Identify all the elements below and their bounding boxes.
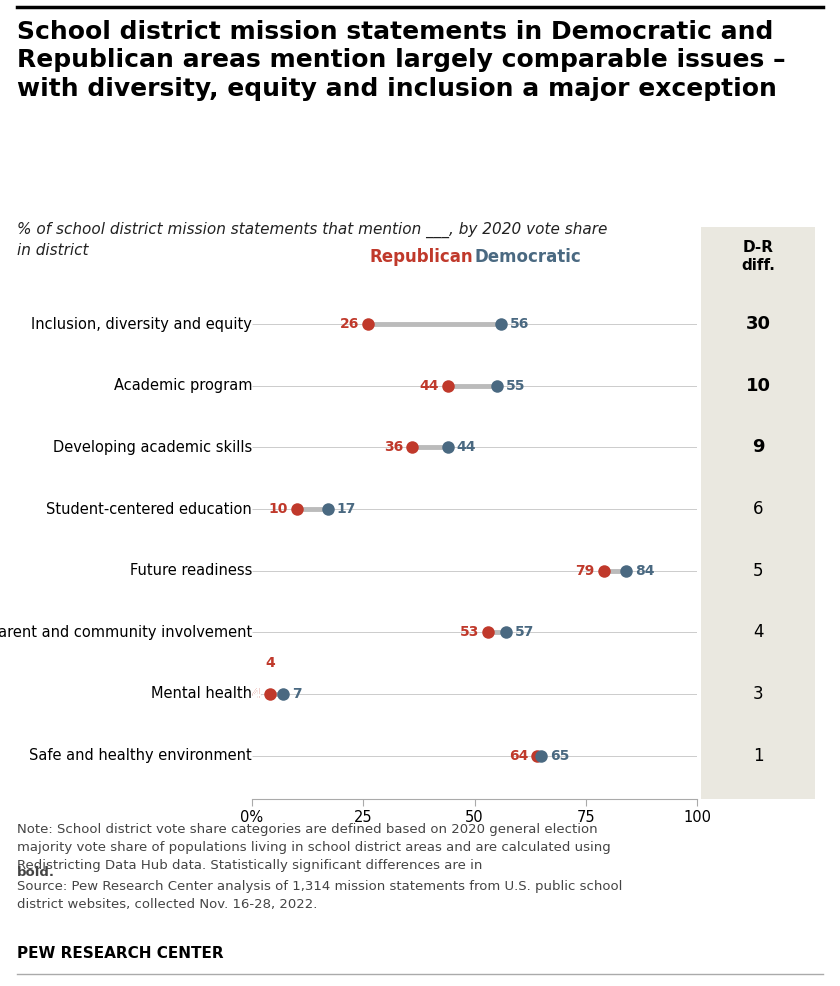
Text: 84: 84 — [635, 564, 654, 578]
Text: Academic program: Academic program — [113, 379, 252, 393]
Text: 4: 4 — [251, 687, 261, 701]
Text: bold.: bold. — [17, 866, 55, 879]
Text: Student-centered education: Student-centered education — [46, 502, 252, 517]
Text: Parent and community involvement: Parent and community involvement — [0, 625, 252, 640]
Text: 26: 26 — [339, 317, 359, 331]
Text: PEW RESEARCH CENTER: PEW RESEARCH CENTER — [17, 947, 223, 961]
Text: 64: 64 — [509, 748, 528, 762]
Text: 5: 5 — [753, 562, 764, 580]
Text: 55: 55 — [506, 379, 525, 392]
Text: Democratic: Democratic — [475, 247, 581, 265]
Text: Republican: Republican — [370, 247, 473, 265]
Text: 3: 3 — [753, 685, 764, 703]
Text: School district mission statements in Democratic and
Republican areas mention la: School district mission statements in De… — [17, 20, 785, 102]
Text: % of school district mission statements that mention ___, by 2020 vote share
in : % of school district mission statements … — [17, 222, 607, 258]
Text: Mental health: Mental health — [151, 686, 252, 701]
Text: 9: 9 — [752, 439, 764, 457]
Text: 4: 4 — [753, 623, 764, 641]
Text: 36: 36 — [384, 441, 403, 455]
Text: Safe and healthy environment: Safe and healthy environment — [29, 748, 252, 763]
Text: 10: 10 — [746, 377, 770, 394]
Text: 17: 17 — [337, 502, 356, 516]
Text: Future readiness: Future readiness — [129, 563, 252, 578]
Text: D-R
diff.: D-R diff. — [741, 240, 775, 273]
Text: 7: 7 — [292, 687, 302, 701]
Text: 56: 56 — [510, 317, 529, 331]
Text: Source: Pew Research Center analysis of 1,314 mission statements from U.S. publi: Source: Pew Research Center analysis of … — [17, 880, 622, 911]
Text: 44: 44 — [419, 379, 439, 392]
FancyBboxPatch shape — [701, 227, 815, 281]
FancyBboxPatch shape — [701, 281, 815, 799]
Text: 79: 79 — [575, 564, 595, 578]
Text: 57: 57 — [515, 625, 534, 639]
Text: 30: 30 — [746, 316, 770, 333]
Text: 53: 53 — [459, 625, 479, 639]
Text: 44: 44 — [457, 441, 476, 455]
Text: 6: 6 — [753, 500, 764, 518]
Text: 10: 10 — [268, 502, 287, 516]
Text: Developing academic skills: Developing academic skills — [53, 440, 252, 455]
Text: Note: School district vote share categories are defined based on 2020 general el: Note: School district vote share categor… — [17, 823, 611, 873]
Text: 65: 65 — [550, 748, 570, 762]
Text: 1: 1 — [753, 746, 764, 764]
Text: 4: 4 — [265, 657, 275, 670]
Text: Inclusion, diversity and equity: Inclusion, diversity and equity — [31, 317, 252, 331]
Text: 4: 4 — [251, 687, 261, 701]
